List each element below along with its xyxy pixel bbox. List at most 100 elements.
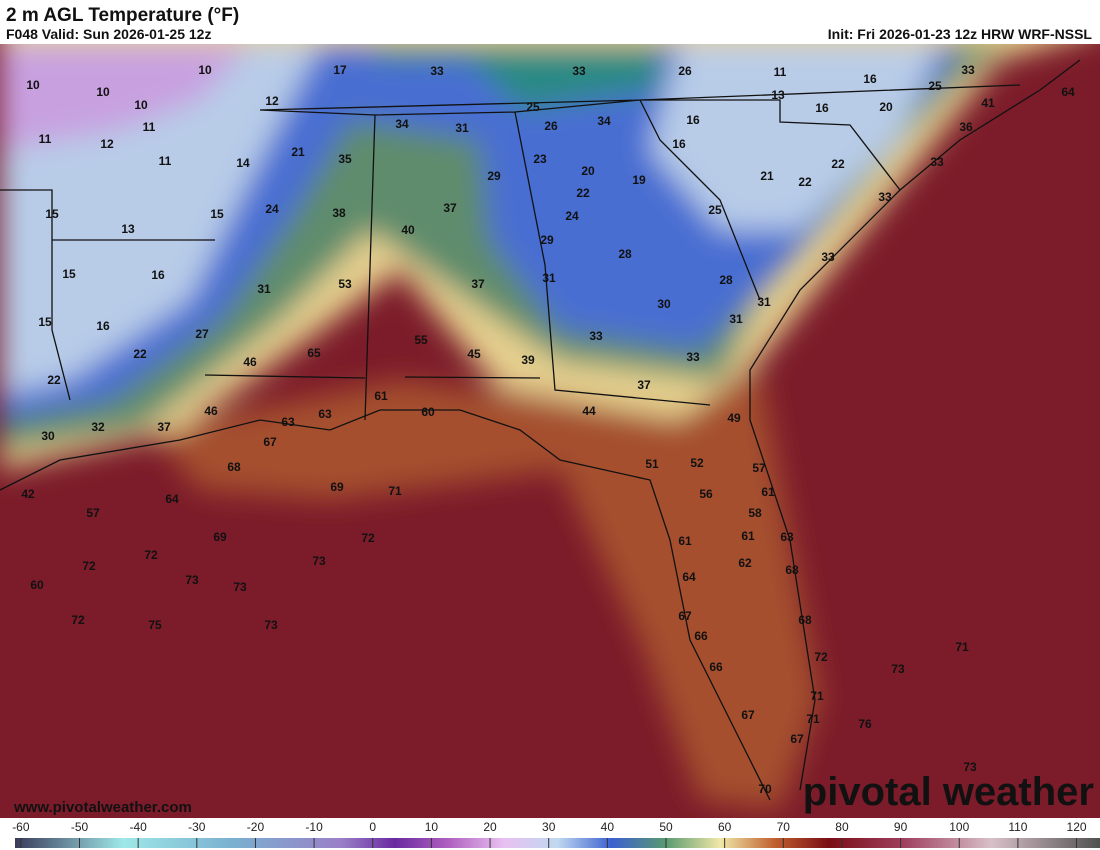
temp-label: 73 xyxy=(264,618,278,632)
logo: pivotal weather xyxy=(803,770,1094,814)
temp-label: 73 xyxy=(312,554,326,568)
temp-label: 11 xyxy=(143,120,156,134)
temp-label: 34 xyxy=(597,114,611,128)
temp-label: 61 xyxy=(761,485,775,499)
temp-label: 29 xyxy=(540,233,554,247)
temp-label: 19 xyxy=(632,173,646,187)
temp-label: 16 xyxy=(863,72,877,86)
init-time: Init: Fri 2026-01-23 12z HRW WRF-NSSL xyxy=(828,26,1093,42)
temp-label: 11 xyxy=(774,65,787,79)
temp-label: 20 xyxy=(581,164,595,178)
colorbar-tick-label: 30 xyxy=(542,820,556,834)
temp-label: 76 xyxy=(858,717,872,731)
temp-label: 41 xyxy=(981,96,995,110)
temp-label: 33 xyxy=(878,190,892,204)
temp-label: 71 xyxy=(955,640,969,654)
temp-label: 33 xyxy=(930,155,944,169)
temp-label: 28 xyxy=(618,247,632,261)
temp-label: 35 xyxy=(338,152,352,166)
temp-label: 46 xyxy=(243,355,257,369)
temp-label: 56 xyxy=(699,487,713,501)
map: 10 10 10 10 11 11 12 11 17 33 33 26 11 16 33 25 64 12 13 16… xyxy=(0,0,1100,818)
temp-label: 16 xyxy=(815,101,829,115)
temp-label: 29 xyxy=(487,169,501,183)
colorbar-tick-label: -50 xyxy=(71,820,89,834)
temp-label: 38 xyxy=(332,206,346,220)
temp-label: 25 xyxy=(526,100,540,114)
temp-label: 26 xyxy=(678,64,692,78)
colorbar-tick-label: 70 xyxy=(777,820,791,834)
temp-label: 64 xyxy=(682,570,696,584)
temp-label: 31 xyxy=(455,121,469,135)
temp-label: 33 xyxy=(821,250,835,264)
temp-label: 39 xyxy=(521,353,535,367)
coastline xyxy=(0,59,1081,801)
colorbar-tick-label: 100 xyxy=(949,820,969,834)
colorbar-tick-label: -60 xyxy=(12,820,30,834)
temp-label: 10 xyxy=(198,63,212,77)
temp-label: 15 xyxy=(210,207,224,221)
temp-label: 73 xyxy=(963,760,977,774)
state-border xyxy=(0,84,1021,421)
colorbar-tick-label: 120 xyxy=(1067,820,1087,834)
temp-label: 36 xyxy=(959,120,973,134)
temp-label: 63 xyxy=(281,415,295,429)
colorbar-tick-label: 20 xyxy=(483,820,497,834)
temp-label: 33 xyxy=(961,63,975,77)
temp-label: 33 xyxy=(430,64,444,78)
temp-label: 12 xyxy=(100,137,114,151)
temp-label: 40 xyxy=(401,223,415,237)
temp-label: 31 xyxy=(542,271,556,285)
temp-label: 60 xyxy=(30,578,44,592)
temp-label: 55 xyxy=(414,333,428,347)
temp-label: 66 xyxy=(694,629,708,643)
colorbar-tick-label: 0 xyxy=(369,820,376,834)
temp-label: 23 xyxy=(533,152,547,166)
temp-label: 72 xyxy=(814,650,828,664)
temp-label: 15 xyxy=(62,267,76,281)
temp-label: 25 xyxy=(928,79,942,93)
temp-label: 63 xyxy=(318,407,332,421)
temp-label: 16 xyxy=(151,268,165,282)
temp-label: 60 xyxy=(421,405,435,419)
temp-label: 16 xyxy=(672,137,686,151)
temp-label: 16 xyxy=(96,319,110,333)
temp-label: 61 xyxy=(374,389,388,403)
temp-label: 37 xyxy=(471,277,485,291)
temp-label: 72 xyxy=(361,531,375,545)
temp-label: 53 xyxy=(338,277,352,291)
temp-label: 72 xyxy=(71,613,85,627)
temp-label: 49 xyxy=(727,411,741,425)
colorbar-tick-label: 110 xyxy=(1008,820,1027,834)
temp-label: 27 xyxy=(195,327,209,341)
temp-label: 22 xyxy=(47,373,61,387)
temp-label: 22 xyxy=(798,175,812,189)
temp-label: 11 xyxy=(39,132,52,146)
temp-label: 67 xyxy=(790,732,804,746)
colorbar-tick-label: 50 xyxy=(659,820,673,834)
temp-label: 24 xyxy=(565,209,579,223)
temp-label: 10 xyxy=(96,85,110,99)
temp-label: 13 xyxy=(121,222,135,236)
temp-label: 12 xyxy=(265,94,279,108)
temp-label: 33 xyxy=(686,350,700,364)
temp-label: 73 xyxy=(891,662,905,676)
temp-label: 63 xyxy=(780,530,794,544)
temp-label: 64 xyxy=(165,492,179,506)
temp-label: 33 xyxy=(589,329,603,343)
temp-label: 15 xyxy=(45,207,59,221)
title: 2 m AGL Temperature (°F) xyxy=(6,5,239,26)
colorbar-tick-label: -20 xyxy=(247,820,265,834)
colorbar-tick-label: -40 xyxy=(129,820,147,834)
temp-label: 26 xyxy=(544,119,558,133)
temp-label: 28 xyxy=(719,273,733,287)
temp-label: 21 xyxy=(760,169,774,183)
temp-label: 73 xyxy=(185,573,199,587)
temp-label: 51 xyxy=(645,457,659,471)
temp-label: 62 xyxy=(738,556,752,570)
temp-label: 57 xyxy=(86,506,100,520)
temp-label: 31 xyxy=(757,295,771,309)
colorbar-tick-label: 60 xyxy=(718,820,732,834)
temp-label: 70 xyxy=(758,782,772,796)
temp-label: 37 xyxy=(157,420,171,434)
